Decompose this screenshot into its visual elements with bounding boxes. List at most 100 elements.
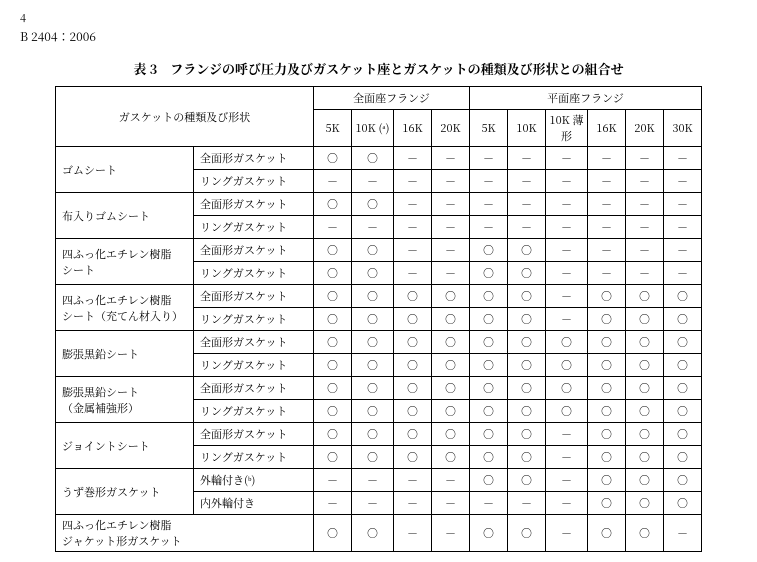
compat-cell: ○ xyxy=(664,423,702,446)
hdr-col: 16K xyxy=(588,110,626,147)
compat-cell: － xyxy=(588,170,626,193)
compat-cell: ○ xyxy=(432,308,470,331)
compat-cell: ○ xyxy=(546,400,588,423)
compat-cell: － xyxy=(470,492,508,515)
compat-cell: － xyxy=(546,446,588,469)
compat-cell: ○ xyxy=(394,354,432,377)
compat-cell: ○ xyxy=(470,285,508,308)
compat-cell: ○ xyxy=(588,515,626,552)
table-title: 表 3 フランジの呼び圧力及びガスケット座とガスケットの種類及び形状との組合せ xyxy=(20,59,737,78)
compat-cell: ○ xyxy=(470,308,508,331)
compat-cell: － xyxy=(664,216,702,239)
compat-cell: － xyxy=(314,216,352,239)
compat-cell: － xyxy=(470,170,508,193)
gasket-type: 膨張黒鉛シート xyxy=(56,331,194,377)
standard-number: B 2404：2006 xyxy=(20,28,737,45)
compat-cell: ○ xyxy=(664,354,702,377)
gasket-shape: 全面形ガスケット xyxy=(194,285,314,308)
compat-cell: － xyxy=(314,170,352,193)
compat-cell: ○ xyxy=(470,239,508,262)
compat-cell: － xyxy=(546,170,588,193)
gasket-shape: リングガスケット xyxy=(194,216,314,239)
compat-cell: ○ xyxy=(470,354,508,377)
compat-cell: ○ xyxy=(352,262,394,285)
compat-cell: ○ xyxy=(352,515,394,552)
compat-cell: － xyxy=(508,147,546,170)
compat-cell: － xyxy=(546,216,588,239)
compat-cell: ○ xyxy=(546,377,588,400)
table-row: 四ふっ化エチレン樹脂 シート全面形ガスケット○○－－○○－－－－ xyxy=(56,239,702,262)
compat-cell: ○ xyxy=(314,331,352,354)
compat-cell: － xyxy=(394,262,432,285)
compat-cell: ○ xyxy=(664,469,702,492)
hdr-col: 20K xyxy=(432,110,470,147)
compat-cell: ○ xyxy=(588,492,626,515)
table-row: 膨張黒鉛シート （金属補強形）全面形ガスケット○○○○○○○○○○ xyxy=(56,377,702,400)
gasket-shape: リングガスケット xyxy=(194,308,314,331)
table-row: ゴムシート全面形ガスケット○○－－－－－－－－ xyxy=(56,147,702,170)
compat-cell: ○ xyxy=(508,239,546,262)
compat-cell: － xyxy=(394,515,432,552)
gasket-type: 四ふっ化エチレン樹脂 シート xyxy=(56,239,194,285)
compat-cell: － xyxy=(664,262,702,285)
gasket-shape: 全面形ガスケット xyxy=(194,331,314,354)
compat-cell: ○ xyxy=(508,400,546,423)
compat-cell: － xyxy=(508,216,546,239)
compat-cell: ○ xyxy=(626,469,664,492)
compat-cell: ○ xyxy=(394,308,432,331)
hdr-type-shape: ガスケットの種類及び形状 xyxy=(56,87,314,147)
compat-cell: ○ xyxy=(394,423,432,446)
compat-cell: － xyxy=(546,147,588,170)
compat-cell: ○ xyxy=(626,515,664,552)
compat-cell: ○ xyxy=(626,492,664,515)
compat-cell: ○ xyxy=(664,492,702,515)
compat-cell: － xyxy=(470,147,508,170)
compat-cell: ○ xyxy=(588,469,626,492)
compat-cell: ○ xyxy=(508,469,546,492)
compat-cell: － xyxy=(314,469,352,492)
compat-cell: ○ xyxy=(508,331,546,354)
compat-cell: － xyxy=(432,492,470,515)
compat-cell: ○ xyxy=(664,308,702,331)
compat-cell: － xyxy=(508,492,546,515)
compat-cell: ○ xyxy=(626,423,664,446)
compat-cell: ○ xyxy=(470,469,508,492)
compat-cell: ○ xyxy=(626,446,664,469)
compat-cell: － xyxy=(664,170,702,193)
compat-cell: ○ xyxy=(314,354,352,377)
compat-cell: － xyxy=(664,193,702,216)
compat-cell: ○ xyxy=(394,400,432,423)
table-row: ジョイントシート全面形ガスケット○○○○○○－○○○ xyxy=(56,423,702,446)
compat-cell: － xyxy=(432,193,470,216)
compat-cell: － xyxy=(432,469,470,492)
compat-cell: － xyxy=(394,147,432,170)
compat-cell: － xyxy=(546,469,588,492)
compat-cell: ○ xyxy=(432,377,470,400)
compat-cell: ○ xyxy=(314,400,352,423)
compat-cell: ○ xyxy=(588,308,626,331)
table-row: 膨張黒鉛シート全面形ガスケット○○○○○○○○○○ xyxy=(56,331,702,354)
compat-cell: － xyxy=(626,216,664,239)
compat-cell: － xyxy=(664,239,702,262)
gasket-shape: リングガスケット xyxy=(194,170,314,193)
gasket-shape: 内外輪付き xyxy=(194,492,314,515)
compat-cell: － xyxy=(546,492,588,515)
compat-cell: ○ xyxy=(432,423,470,446)
compat-cell: ○ xyxy=(314,377,352,400)
compat-cell: ○ xyxy=(352,239,394,262)
compat-cell: ○ xyxy=(626,331,664,354)
gasket-shape: 全面形ガスケット xyxy=(194,147,314,170)
compat-cell: ○ xyxy=(314,239,352,262)
compat-cell: ○ xyxy=(664,285,702,308)
gasket-shape: リングガスケット xyxy=(194,262,314,285)
compat-cell: ○ xyxy=(508,262,546,285)
compat-cell: － xyxy=(432,147,470,170)
table-row: 四ふっ化エチレン樹脂 シート（充てん材入り）全面形ガスケット○○○○○○－○○○ xyxy=(56,285,702,308)
compat-cell: ○ xyxy=(394,285,432,308)
compat-cell: ○ xyxy=(394,446,432,469)
compat-cell: － xyxy=(546,239,588,262)
gasket-shape: リングガスケット xyxy=(194,400,314,423)
compat-cell: ○ xyxy=(470,262,508,285)
compat-cell: － xyxy=(626,147,664,170)
compat-cell: ○ xyxy=(352,400,394,423)
